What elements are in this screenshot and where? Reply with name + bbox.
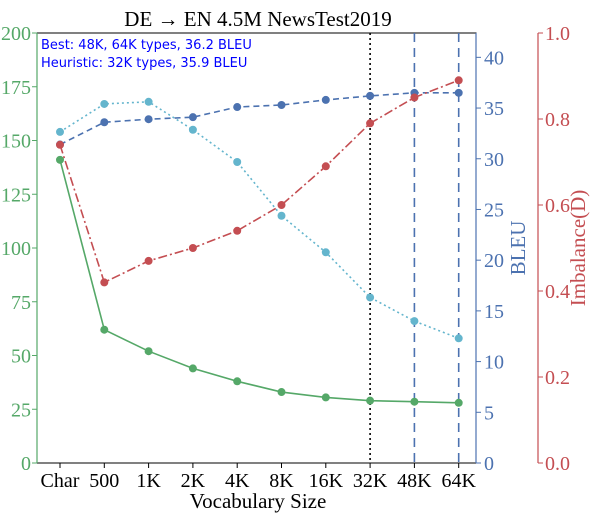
series-2-point xyxy=(455,76,463,84)
left-tick-label: 200 xyxy=(1,23,31,45)
series-1-point xyxy=(455,334,463,342)
series-3-point xyxy=(322,393,330,401)
series-0-point xyxy=(322,96,330,104)
series-1-point xyxy=(278,212,286,220)
imbalance-tick-label: 0.8 xyxy=(545,109,570,131)
left-tick-label: 25 xyxy=(11,399,31,421)
bleu-tick-label: 35 xyxy=(484,98,504,120)
bleu-axis-label: BLEU xyxy=(506,221,530,276)
bleu-tick-label: 20 xyxy=(484,250,504,272)
plot-frame xyxy=(37,33,476,463)
series-group xyxy=(56,76,463,407)
series-3-point xyxy=(145,347,153,355)
bleu-tick-label: 40 xyxy=(484,47,504,69)
bleu-tick-label: 30 xyxy=(484,149,504,171)
gridless-plot-area xyxy=(37,33,476,463)
imbalance-tick-label: 0.0 xyxy=(545,453,570,475)
series-2-point xyxy=(100,278,108,286)
series-0-point xyxy=(455,89,463,97)
imbalance-tick-label: 0.2 xyxy=(545,367,570,389)
series-3-point xyxy=(56,156,64,164)
series-line-1 xyxy=(60,102,459,338)
series-line-0 xyxy=(60,93,459,145)
x-tick-label: 32K xyxy=(353,470,388,492)
series-0-point xyxy=(189,113,197,121)
left-tick-label: 100 xyxy=(1,238,31,260)
bleu-tick-label: 5 xyxy=(484,402,494,424)
x-tick-label: Char xyxy=(41,470,80,492)
series-0-point xyxy=(366,92,374,100)
x-tick-label: 500 xyxy=(89,470,119,492)
series-2-point xyxy=(233,227,241,235)
series-0-point xyxy=(145,115,153,123)
series-2-point xyxy=(278,201,286,209)
left-tick-label: 50 xyxy=(11,346,31,368)
series-0-point xyxy=(233,103,241,111)
series-2-point xyxy=(56,141,64,149)
series-3-point xyxy=(100,326,108,334)
series-3-point xyxy=(410,398,418,406)
left-tick-label: 150 xyxy=(1,131,31,153)
left-tick-label: 125 xyxy=(1,184,31,206)
series-2-point xyxy=(145,257,153,265)
series-2-point xyxy=(189,244,197,252)
axes-group: Char 500 1K 2K 4K 8K 16K 32K 48K 64K0255075100125… xyxy=(1,23,570,492)
bleu-tick-label: 0 xyxy=(484,453,494,475)
series-1-point xyxy=(366,293,374,301)
series-1-point xyxy=(100,100,108,108)
series-2-point xyxy=(410,94,418,102)
series-line-2 xyxy=(60,80,459,282)
series-3-point xyxy=(189,364,197,372)
series-line-3 xyxy=(60,160,459,403)
series-0-point xyxy=(100,118,108,126)
x-tick-label: 1K xyxy=(136,470,161,492)
left-tick-label: 75 xyxy=(11,292,31,314)
bleu-tick-label: 15 xyxy=(484,301,504,323)
bleu-tick-label: 25 xyxy=(484,199,504,221)
series-1-point xyxy=(56,128,64,136)
series-3-point xyxy=(233,377,241,385)
series-1-point xyxy=(189,126,197,134)
annotation-heuristic: Heuristic: 32K types, 35.9 BLEU xyxy=(41,56,247,71)
annotation-best: Best: 48K, 64K types, 36.2 BLEU xyxy=(41,38,252,53)
series-3-point xyxy=(455,399,463,407)
series-3-point xyxy=(366,397,374,405)
x-tick-label: 48K xyxy=(397,470,432,492)
imbalance-tick-label: 1.0 xyxy=(545,23,570,45)
series-1-point xyxy=(233,158,241,166)
series-1-point xyxy=(145,98,153,106)
series-2-point xyxy=(322,162,330,170)
series-1-point xyxy=(410,317,418,325)
x-axis-label: Vocabulary Size xyxy=(190,489,327,513)
series-2-point xyxy=(366,119,374,127)
left-tick-label: 0 xyxy=(21,453,31,475)
chart-title: DE → EN 4.5M NewsTest2019 xyxy=(124,7,391,31)
series-1-point xyxy=(322,248,330,256)
bleu-tick-label: 10 xyxy=(484,352,504,374)
x-tick-label: 64K xyxy=(441,470,476,492)
left-tick-label: 175 xyxy=(1,77,31,99)
imbalance-axis-label: Imbalance(D) xyxy=(566,190,590,307)
series-3-point xyxy=(278,388,286,396)
series-0-point xyxy=(278,101,286,109)
